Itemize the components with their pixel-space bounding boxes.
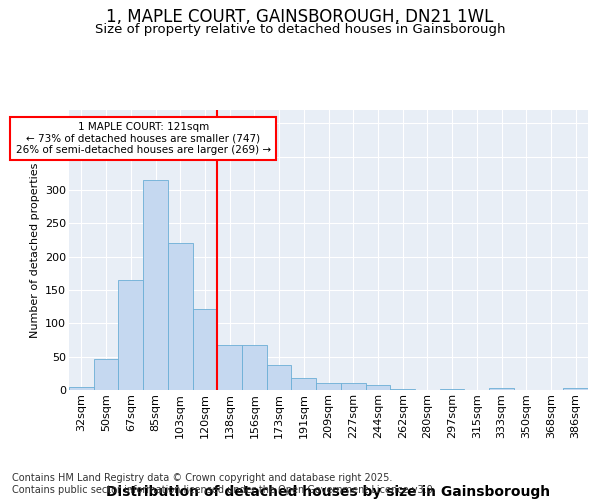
- Bar: [489, 388, 514, 390]
- Bar: [193, 310, 217, 390]
- Text: 1, MAPLE COURT, GAINSBOROUGH, DN21 1WL: 1, MAPLE COURT, GAINSBOROUGH, DN21 1WL: [106, 8, 494, 26]
- Bar: [563, 388, 588, 390]
- Text: Contains HM Land Registry data © Crown copyright and database right 2025.
Contai: Contains HM Land Registry data © Crown c…: [12, 474, 436, 495]
- Bar: [242, 344, 267, 390]
- Bar: [118, 280, 143, 390]
- X-axis label: Distribution of detached houses by size in Gainsborough: Distribution of detached houses by size …: [106, 485, 551, 499]
- Bar: [365, 386, 390, 390]
- Bar: [390, 388, 415, 390]
- Bar: [217, 344, 242, 390]
- Bar: [143, 180, 168, 390]
- Bar: [94, 360, 118, 390]
- Bar: [168, 244, 193, 390]
- Bar: [267, 364, 292, 390]
- Bar: [69, 388, 94, 390]
- Bar: [316, 382, 341, 390]
- Bar: [440, 388, 464, 390]
- Bar: [292, 378, 316, 390]
- Text: Size of property relative to detached houses in Gainsborough: Size of property relative to detached ho…: [95, 22, 505, 36]
- Text: 1 MAPLE COURT: 121sqm
← 73% of detached houses are smaller (747)
26% of semi-det: 1 MAPLE COURT: 121sqm ← 73% of detached …: [16, 122, 271, 155]
- Y-axis label: Number of detached properties: Number of detached properties: [29, 162, 40, 338]
- Bar: [341, 384, 365, 390]
